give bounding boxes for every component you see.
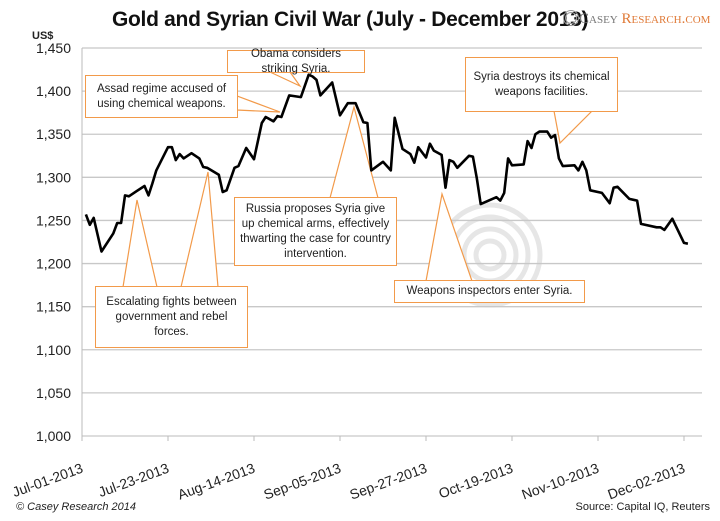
annotation-obama: Obama considers striking Syria. <box>227 48 365 75</box>
y-tick-label: 1,450 <box>36 40 71 56</box>
x-tick-label: Dec-02-2013 <box>605 460 687 503</box>
x-tick-label: Oct-19-2013 <box>436 460 515 502</box>
annotation-syria-destroys: Syria destroys its chemical weapons faci… <box>465 57 618 112</box>
annotation-pointer <box>553 110 594 145</box>
x-tick-label: Sep-05-2013 <box>261 460 343 503</box>
x-tick-label: Sep-27-2013 <box>347 460 429 503</box>
x-tick-label: Nov-10-2013 <box>519 460 601 503</box>
y-tick-label: 1,400 <box>36 83 71 99</box>
casey-research-logo: Casey Research.com <box>563 10 710 28</box>
source-note: Source: Capital IQ, Reuters <box>575 501 710 513</box>
annotation-russia: Russia proposes Syria give up chemical a… <box>234 197 397 266</box>
logo-swirl-icon <box>563 10 579 26</box>
y-tick-label: 1,200 <box>36 256 71 272</box>
annotation-assad: Assad regime accused of using chemical w… <box>85 75 238 118</box>
y-tick-label: 1,300 <box>36 169 71 185</box>
y-tick-label: 1,050 <box>36 385 71 401</box>
x-tick-label: Jul-23-2013 <box>96 460 171 500</box>
y-tick-label: 1,250 <box>36 212 71 228</box>
y-axis-label: US$ <box>32 30 54 42</box>
x-tick-label: Aug-14-2013 <box>175 460 257 503</box>
chart-title: Gold and Syrian Civil War (July - Decemb… <box>112 8 589 31</box>
annotation-pointer <box>180 171 219 288</box>
annotation-pointer <box>236 95 281 113</box>
logo-research: Research.com <box>621 11 711 27</box>
annotation-pointer <box>425 191 473 282</box>
y-tick-label: 1,000 <box>36 428 71 444</box>
annotation-pointer <box>122 199 158 288</box>
copyright: © Casey Research 2014 <box>16 501 137 513</box>
y-tick-label: 1,100 <box>36 342 71 358</box>
y-tick-label: 1,150 <box>36 299 71 315</box>
annotation-escalating: Escalating fights between government and… <box>95 286 248 348</box>
gold-price-line <box>84 73 689 253</box>
x-tick-label: Jul-01-2013 <box>10 460 85 500</box>
logo-casey: Casey <box>579 11 618 27</box>
y-tick-label: 1,350 <box>36 126 71 142</box>
annotation-inspectors: Weapons inspectors enter Syria. <box>394 280 585 303</box>
